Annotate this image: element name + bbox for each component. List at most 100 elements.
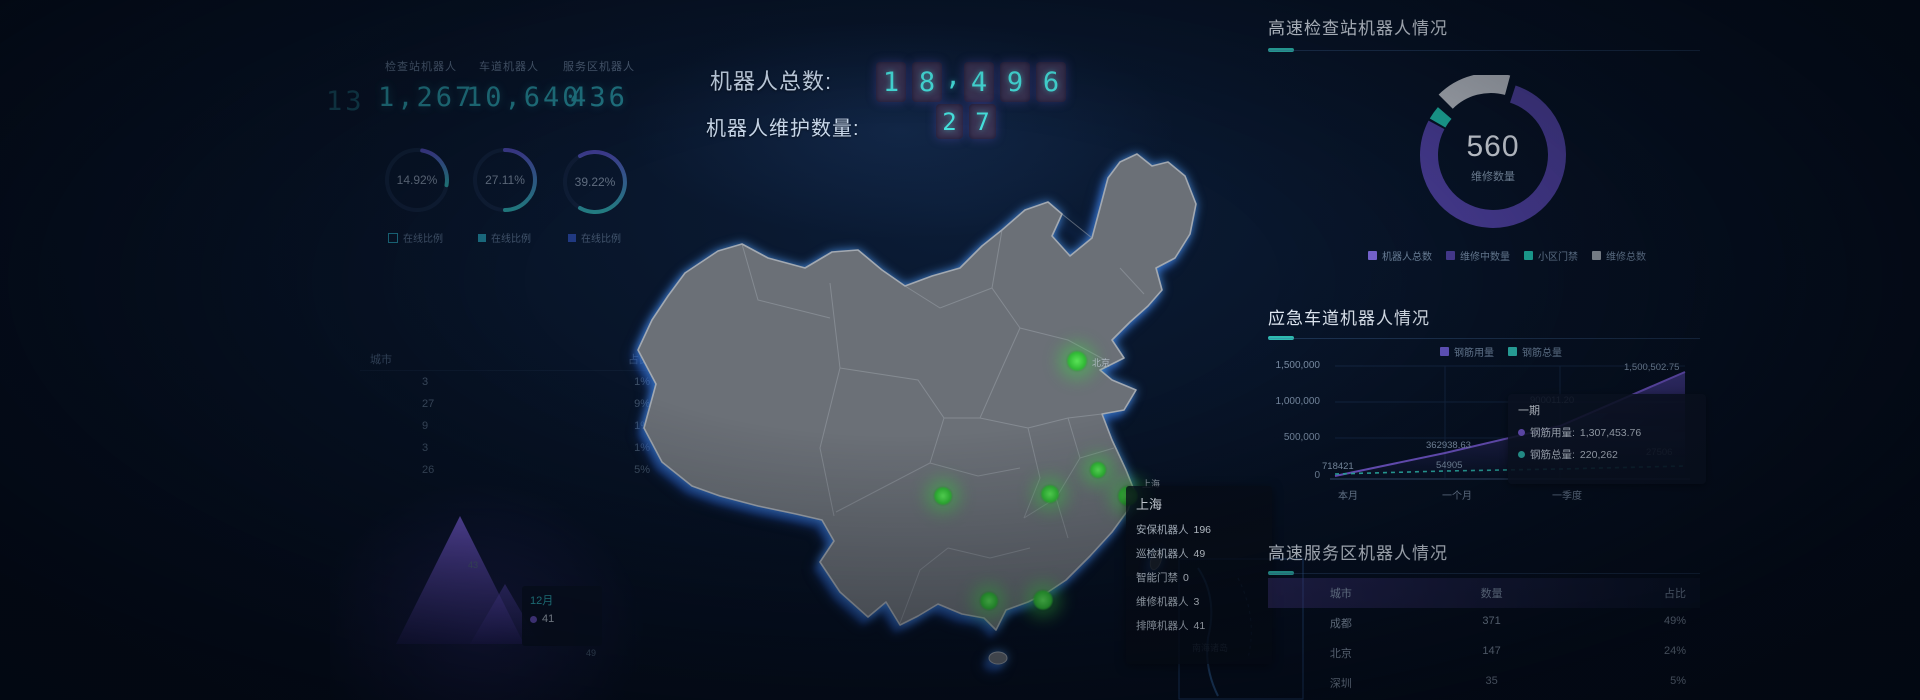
kpi-total-digits: 1 8 , 4 9 6 <box>876 56 1066 108</box>
cell-count: 26 <box>422 464 435 476</box>
title-divider <box>1268 573 1700 574</box>
panel-checkpoint-title: 高速检查站机器人情况 <box>1268 19 1448 38</box>
tooltip-row-value: 3 <box>1193 596 1200 608</box>
data-label: 54905 <box>1436 460 1463 471</box>
panel-service-title: 高速服务区机器人情况 <box>1268 544 1448 563</box>
table-row: 深圳 35 5% <box>1268 668 1700 698</box>
legend-swatch-icon <box>1592 251 1601 260</box>
digit: 8 <box>912 62 942 102</box>
donut-center-value: 560 <box>1466 130 1520 163</box>
panel-emergency-title: 应急车道机器人情况 <box>1268 309 1430 328</box>
legend-item[interactable]: 钢筋用量 <box>1440 344 1494 359</box>
cell-pct: 5% <box>1670 675 1686 687</box>
map-label-beijing: 北京 <box>1092 358 1111 368</box>
emergency-legend: 钢筋用量 钢筋总量 <box>1440 344 1562 359</box>
hainan-island <box>988 651 1008 665</box>
map-dot-shenzhen[interactable] <box>1032 589 1054 611</box>
table-header-row: 城市 数量 占比 <box>1268 578 1700 608</box>
data-label: 1,500,502.75 <box>1624 362 1680 373</box>
legend-online-1[interactable]: 在线比例 <box>388 230 443 245</box>
axis-number: 43 <box>468 560 479 570</box>
emergency-chart-tooltip: 一期 钢筋用量: 1,307,453.76 钢筋总量: 220,262 <box>1508 394 1706 484</box>
table-row: 北京 147 24% <box>1268 638 1700 668</box>
legend-online-2[interactable]: 在线比例 <box>478 230 531 245</box>
map-dot-nanjing[interactable] <box>1089 461 1107 479</box>
col-header-ratio: 占比 <box>1664 588 1686 600</box>
tooltip-title: 一期 <box>1518 405 1540 417</box>
axis-number: 49 <box>586 648 597 658</box>
legend-swatch-icon <box>1446 251 1455 260</box>
tooltip-row-value: 1,307,453.76 <box>1579 426 1642 439</box>
stat-service: 服务区机器人 436 <box>556 58 642 113</box>
gauge-lane: 27.11% <box>467 142 543 218</box>
map-dot-beijing[interactable] <box>1066 350 1088 372</box>
series-dot-icon <box>530 615 537 623</box>
y-tick: 0 <box>1314 470 1320 481</box>
title-divider <box>1268 50 1700 51</box>
legend-item[interactable]: 维修中数量 <box>1446 248 1510 263</box>
digit: 9 <box>1000 62 1030 102</box>
cell-count: 9 <box>422 420 429 432</box>
legend-swatch-icon <box>1368 251 1377 260</box>
legend-item[interactable]: 维修总数 <box>1592 248 1646 263</box>
map-dot-chengdu[interactable] <box>933 486 953 506</box>
tooltip-row-label: 巡检机器人 <box>1136 548 1189 560</box>
legend-item[interactable]: 钢筋总量 <box>1508 344 1562 359</box>
cell-count: 3 <box>422 376 429 388</box>
map-tooltip: 上海 安保机器人 196 巡检机器人 49 智能门禁 0 维修机器人 3 排障机器人 41 <box>1126 486 1272 664</box>
table-row: 成都 371 49% <box>1268 608 1700 638</box>
legend-label: 在线比例 <box>403 234 443 245</box>
legend-item[interactable]: 机器人总数 <box>1368 248 1432 263</box>
digit-comma: , <box>944 60 962 92</box>
tooltip-month: 12月 <box>530 595 554 607</box>
stat-label: 服务区机器人 <box>563 61 635 73</box>
legend-swatch-icon <box>1524 251 1533 260</box>
checkpoint-legend: 机器人总数 维修中数量 小区门禁 维修总数 <box>1368 248 1646 263</box>
tooltip-value: 41 <box>542 613 555 625</box>
cell-pct: 49% <box>1663 615 1686 627</box>
kpi-total-label: 机器人总数: <box>710 69 833 94</box>
tooltip-row-value: 49 <box>1193 548 1206 560</box>
tooltip-row-value: 196 <box>1193 524 1212 536</box>
digit: 4 <box>964 62 994 102</box>
legend-swatch-icon <box>388 232 398 243</box>
cell-count: 371 <box>1482 615 1501 627</box>
series-dot-icon <box>1518 429 1525 436</box>
map-dot-chongqing[interactable] <box>1040 484 1060 504</box>
col-header-city: 城市 <box>1329 588 1352 600</box>
legend-swatch-icon <box>568 233 576 242</box>
cell-count: 147 <box>1482 645 1501 657</box>
legend-swatch-icon <box>478 233 486 242</box>
col-header-count: 数量 <box>1480 588 1503 600</box>
map-dot-guangzhou[interactable] <box>979 591 999 611</box>
tooltip-row-label: 智能门禁 <box>1136 572 1178 584</box>
stat-lane: 车道机器人 10,640 <box>466 58 579 113</box>
donut-slice-teal <box>1429 107 1452 128</box>
gauge-value: 27.11% <box>485 173 525 187</box>
legend-item[interactable]: 小区门禁 <box>1524 248 1578 263</box>
cell-count: 27 <box>422 398 435 410</box>
tooltip-row-label: 维修机器人 <box>1136 596 1189 608</box>
x-tick: 一个月 <box>1442 491 1472 502</box>
legend-swatch-icon <box>1508 347 1517 356</box>
service-table: 城市 数量 占比 成都 371 49% 北京 147 24% 深圳 35 5% … <box>1268 578 1700 700</box>
cell-pct: 24% <box>1663 645 1686 657</box>
bar-chart-tooltip: 12月 41 <box>522 586 602 646</box>
y-tick: 500,000 <box>1283 432 1320 443</box>
gauge-checkpoint: 14.92% <box>379 142 455 218</box>
legend-label: 维修中数量 <box>1460 252 1510 263</box>
y-tick: 1,500,000 <box>1275 360 1321 371</box>
tooltip-row-value: 41 <box>1193 620 1206 632</box>
legend-label: 小区门禁 <box>1538 252 1578 263</box>
legend-label: 维修总数 <box>1606 252 1646 263</box>
x-tick: 本月 <box>1338 491 1358 502</box>
stat-partial-value: 13 <box>326 86 365 117</box>
digit: 1 <box>876 62 906 102</box>
cell-count: 3 <box>422 442 429 454</box>
stat-checkpoint: 检查站机器人 1,267 <box>378 58 475 113</box>
stat-value: 1,267 <box>378 82 475 113</box>
left-stats-panel: 13 检查站机器人 1,267 车道机器人 10,640 服务区机器人 436 … <box>0 0 1920 245</box>
donut-center-label: 维修数量 <box>1471 171 1515 183</box>
tooltip-row-label: 排障机器人 <box>1136 620 1189 632</box>
